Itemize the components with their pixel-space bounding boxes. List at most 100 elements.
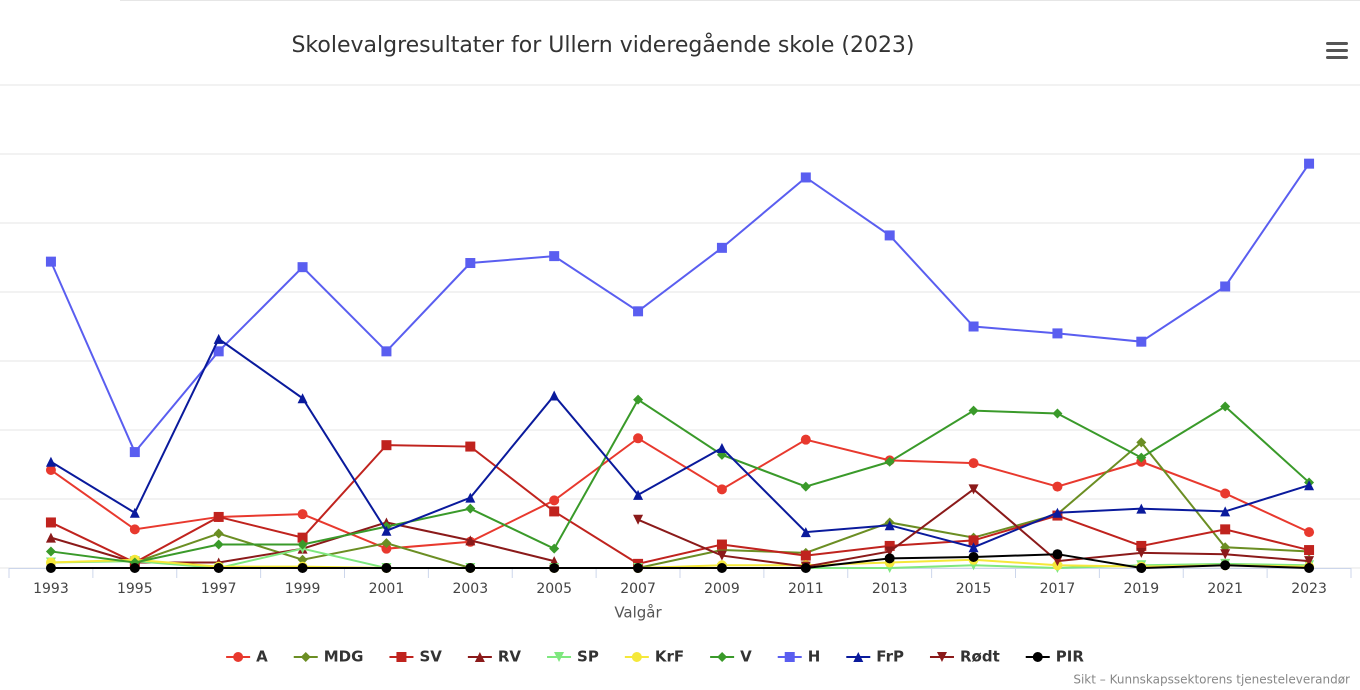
data-point: [1220, 549, 1231, 560]
series-line: [50, 437, 1310, 550]
marker: [300, 652, 311, 662]
data-point: [549, 563, 560, 573]
x-tick-label: 2021: [1207, 581, 1243, 597]
data-point: [1136, 336, 1147, 347]
data-point: [213, 346, 224, 357]
legend-item[interactable]: PIR: [1025, 648, 1085, 666]
data-point: [716, 550, 727, 561]
data-point: [45, 465, 56, 476]
data-point: [129, 507, 140, 518]
data-point: [968, 484, 979, 495]
menu-button[interactable]: [1326, 42, 1348, 59]
marker: [717, 652, 728, 662]
legend-item[interactable]: MDG: [293, 648, 364, 666]
data-point: [1052, 481, 1063, 492]
legend-item[interactable]: SV: [389, 648, 442, 666]
series: [45, 333, 1315, 553]
data-point: [1304, 480, 1315, 491]
data-point: [381, 346, 392, 357]
x-tick-label: 1993: [33, 581, 69, 597]
series: [45, 549, 1315, 573]
legend-item[interactable]: V: [710, 648, 752, 666]
x-tick-label: 2003: [452, 581, 488, 597]
x-tick-label: 2017: [1040, 581, 1076, 597]
data-point: [884, 230, 895, 241]
legend-label: SP: [577, 648, 599, 666]
data-point: [45, 532, 56, 543]
legend-label: SV: [419, 648, 442, 666]
data-point: [716, 563, 727, 573]
data-point: [633, 489, 644, 500]
data-point: [465, 441, 476, 452]
legend-item[interactable]: RV: [467, 648, 522, 666]
data-point: [465, 258, 476, 269]
data-point: [213, 563, 224, 573]
data-point: [884, 456, 895, 467]
legend-item[interactable]: SP: [547, 648, 599, 666]
x-axis-title: Valgår: [614, 604, 662, 622]
x-tick-label: 2005: [536, 581, 572, 597]
marker: [554, 652, 565, 662]
data-point: [297, 554, 308, 565]
data-point: [297, 393, 308, 404]
data-point: [1136, 452, 1147, 463]
data-point: [465, 535, 476, 546]
data-point: [716, 442, 727, 453]
data-point: [549, 543, 560, 554]
data-point: [381, 538, 392, 549]
series-line: [50, 163, 1310, 454]
data-point: [1220, 560, 1231, 571]
marker: [1032, 652, 1043, 662]
data-point: [297, 262, 308, 273]
legend-item[interactable]: Rødt: [929, 648, 1000, 666]
x-tick-label: 2019: [1123, 581, 1159, 597]
legend-item[interactable]: KrF: [624, 648, 684, 666]
data-point: [549, 495, 560, 506]
marker: [853, 652, 864, 662]
x-tick-label: 2007: [620, 581, 656, 597]
data-point: [213, 511, 224, 522]
data-point: [45, 256, 56, 267]
data-point: [800, 481, 811, 492]
x-tick-label: 2011: [788, 581, 824, 597]
data-point: [465, 492, 476, 503]
series-line: [50, 398, 1310, 564]
legend-item[interactable]: FrP: [846, 648, 904, 666]
series: [45, 440, 1315, 569]
data-point: [129, 524, 140, 535]
data-point: [633, 394, 644, 405]
data-point: [213, 333, 224, 344]
data-point: [381, 525, 392, 536]
legend-label: V: [740, 648, 752, 666]
x-tick-label: 1999: [285, 581, 321, 597]
data-point: [213, 528, 224, 539]
data-point: [129, 563, 140, 573]
marker: [233, 652, 244, 662]
data-point: [716, 242, 727, 253]
data-point: [1052, 507, 1063, 518]
x-tick-label: 2001: [369, 581, 405, 597]
marker: [474, 652, 485, 662]
data-point: [800, 563, 811, 573]
legend-item[interactable]: A: [226, 648, 268, 666]
data-point: [1220, 401, 1231, 412]
credits[interactable]: Sikt – Kunnskapssektorens tjenestelevera…: [1073, 673, 1350, 687]
data-point: [45, 546, 56, 557]
data-point: [1304, 158, 1315, 169]
marker: [631, 652, 642, 662]
data-point: [1304, 527, 1315, 538]
data-point: [800, 550, 811, 561]
data-point: [1304, 545, 1315, 556]
series-line: [50, 558, 1310, 569]
data-point: [800, 527, 811, 538]
legend-item[interactable]: H: [777, 648, 821, 666]
x-tick-label: 1997: [201, 581, 237, 597]
data-point: [297, 532, 308, 543]
data-point: [884, 520, 895, 531]
legend-label: H: [808, 648, 821, 666]
data-point: [1220, 506, 1231, 517]
data-point: [45, 563, 56, 573]
series: [45, 158, 1315, 458]
data-point: [1136, 563, 1147, 573]
legend-label: RV: [498, 648, 522, 666]
